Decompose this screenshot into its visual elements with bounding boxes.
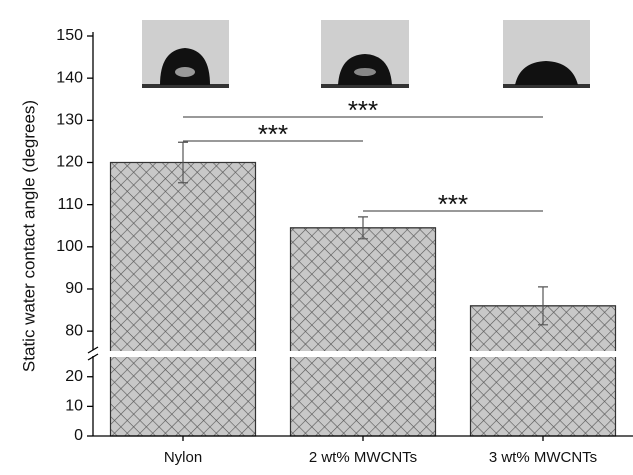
y-tick-label: 90 [65, 280, 83, 297]
significance-label: *** [438, 189, 468, 219]
droplet-image [142, 20, 229, 88]
y-tick-label: 150 [56, 27, 83, 44]
page: {"chart_data": {"type": "bar", "y_label"… [0, 0, 633, 475]
x-tick-label: Nylon [164, 449, 202, 466]
y-tick-label: 80 [65, 322, 83, 339]
y-tick-label: 100 [56, 238, 83, 255]
droplet-image [321, 20, 409, 88]
y-tick-label: 10 [65, 398, 83, 415]
y-tick-label: 110 [57, 196, 83, 213]
y-tick-label: 140 [56, 69, 83, 86]
y-axis-label: Static water contact angle (degrees) [19, 100, 38, 372]
bar-hatch [111, 162, 256, 436]
droplet-image [503, 20, 590, 88]
x-tick-label: 2 wt% MWCNTs [309, 449, 417, 466]
chart: Static water contact angle (degrees) Nyl… [0, 0, 633, 475]
significance-label: *** [258, 119, 288, 149]
y-tick-label: 130 [56, 112, 83, 129]
significance-label: *** [348, 95, 378, 125]
axis-break [85, 351, 633, 357]
y-tick-label: 0 [74, 427, 83, 444]
x-tick-label: 3 wt% MWCNTs [489, 449, 597, 466]
y-tick-label: 20 [65, 368, 83, 385]
y-tick-label: 120 [56, 154, 83, 171]
bar-hatch [291, 228, 436, 436]
